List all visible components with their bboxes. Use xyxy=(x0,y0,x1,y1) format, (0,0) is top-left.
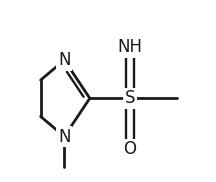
Text: O: O xyxy=(123,140,136,158)
Text: N: N xyxy=(58,128,71,145)
Text: S: S xyxy=(125,89,135,107)
Text: NH: NH xyxy=(117,38,142,56)
Text: N: N xyxy=(58,51,71,69)
